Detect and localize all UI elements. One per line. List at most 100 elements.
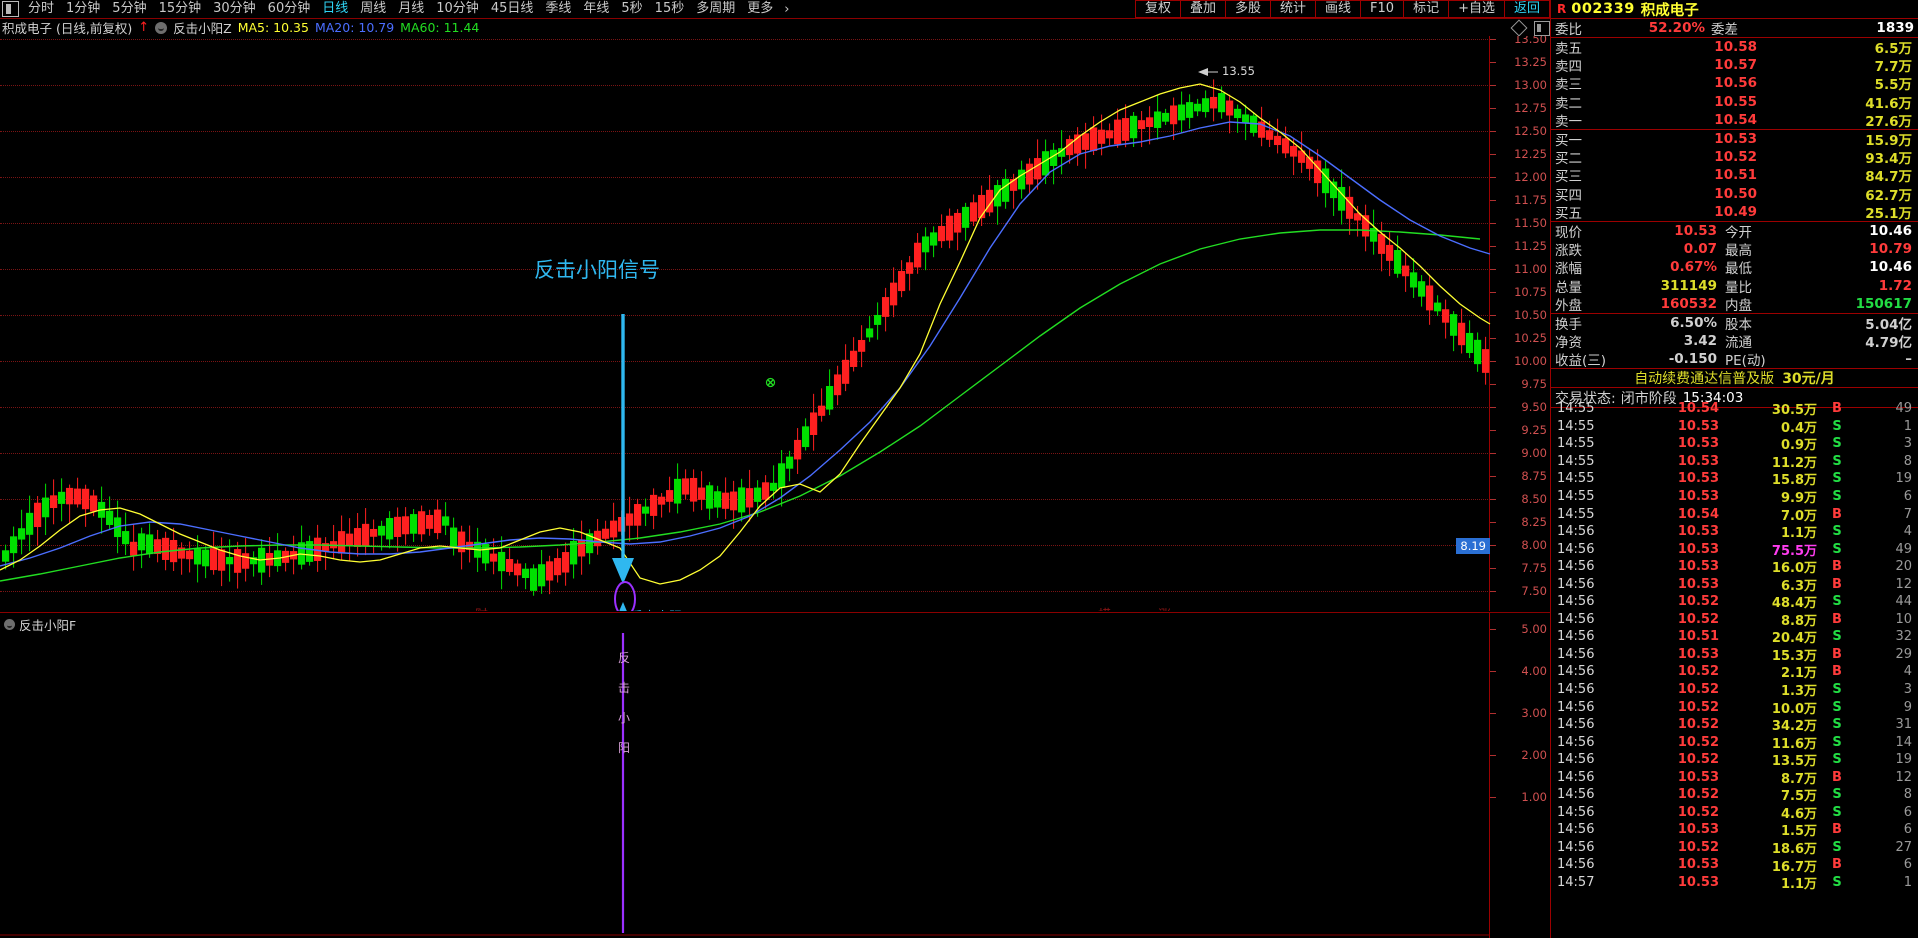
- tick-volume: 7.5万: [1780, 789, 1817, 805]
- tick-row[interactable]: 14:56 10.53 8.7万 B 12: [1551, 768, 1918, 787]
- buy-order-row-5[interactable]: 买五 10.49 25.1万: [1551, 203, 1918, 222]
- sell-order-row-4[interactable]: 卖四 10.57 7.7万: [1551, 56, 1918, 75]
- tick-count: 32: [1895, 629, 1912, 645]
- add-watchlist-button[interactable]: +自选: [1448, 0, 1504, 18]
- tab-period-13[interactable]: 5秒: [621, 1, 643, 16]
- tab-period-2[interactable]: 5分钟: [112, 1, 147, 16]
- tab-period-1[interactable]: 1分钟: [66, 1, 101, 16]
- tick-volume: 15.3万: [1771, 648, 1817, 664]
- tick-row[interactable]: 14:56 10.53 1.1万 S 4: [1551, 523, 1918, 541]
- f10-button[interactable]: F10: [1360, 0, 1404, 18]
- tick-time: 14:56: [1557, 857, 1595, 873]
- buy-order-row-2[interactable]: 买二 10.52 93.4万: [1551, 148, 1918, 167]
- sub-indicator-chart[interactable]: 5.00 4.00 3.00 2.00 1.00 反 击 小 阳: [0, 612, 1550, 938]
- sub-indicator-name[interactable]: 反击小阳F: [19, 618, 77, 633]
- tick-row[interactable]: 14:56 10.52 2.1万 B 4: [1551, 663, 1918, 681]
- duogu-button[interactable]: 多股: [1224, 0, 1270, 18]
- tick-time: 14:56: [1557, 734, 1595, 750]
- indicator-circle-icon[interactable]: [155, 21, 168, 34]
- tick-row[interactable]: 14:56 10.52 1.3万 S 3: [1551, 681, 1918, 699]
- tick-row[interactable]: 14:56 10.53 16.7万 B 6: [1551, 856, 1918, 874]
- tick-volume: 18.6万: [1771, 841, 1817, 857]
- tab-period-0[interactable]: 分时: [28, 1, 55, 16]
- tab-period-16-more[interactable]: 更多: [747, 1, 774, 16]
- tick-row[interactable]: 14:56 10.52 10.0万 S 9: [1551, 698, 1918, 717]
- sell-order-row-5[interactable]: 卖五 10.58 6.5万: [1551, 38, 1918, 58]
- tab-period-14[interactable]: 15秒: [654, 1, 685, 16]
- buy-5-label: 买五: [1555, 205, 1582, 222]
- tab-period-3[interactable]: 15分钟: [158, 1, 202, 16]
- buy-1-volume: 15.9万: [1865, 133, 1912, 150]
- sell-5-volume: 6.5万: [1874, 41, 1912, 58]
- buy-order-row-4[interactable]: 买四 10.50 62.7万: [1551, 185, 1918, 204]
- subscription-ad-banner[interactable]: 自动续费通达信普及版 30元/月: [1551, 368, 1918, 389]
- tick-row[interactable]: 14:56 10.52 48.4万 S 44: [1551, 593, 1918, 611]
- axis-tick-19: 8.75: [1521, 469, 1547, 483]
- tick-row[interactable]: 14:56 10.52 4.6万 S 6: [1551, 804, 1918, 822]
- tick-time: 14:55: [1557, 489, 1595, 504]
- sub-indicator-icon[interactable]: [4, 619, 15, 630]
- tick-row[interactable]: 14:56 10.53 15.3万 B 29: [1551, 646, 1918, 664]
- tick-volume: 16.7万: [1771, 859, 1817, 875]
- back-button[interactable]: 返回: [1503, 0, 1550, 18]
- tab-period-12[interactable]: 年线: [583, 1, 610, 16]
- buy-order-row-3[interactable]: 买三 10.51 84.7万: [1551, 166, 1918, 185]
- tick-row[interactable]: 14:56 10.53 75.5万 S 49: [1551, 540, 1918, 559]
- sell-order-row-2[interactable]: 卖二 10.55 41.6万: [1551, 93, 1918, 112]
- tab-period-6-selected[interactable]: 日线: [322, 1, 349, 16]
- tick-row[interactable]: 14:55 10.53 0.4万 S 1: [1551, 418, 1918, 436]
- sub-chart-overlay: [0, 633, 1490, 936]
- tick-row[interactable]: 14:56 10.52 8.8万 B 10: [1551, 611, 1918, 629]
- tab-period-8[interactable]: 月线: [398, 1, 425, 16]
- tick-row[interactable]: 14:56 10.52 11.6万 S 14: [1551, 733, 1918, 752]
- tick-row[interactable]: 14:55 10.53 0.9万 S 3: [1551, 435, 1918, 453]
- high-price-label: 13.55: [1222, 64, 1255, 78]
- tick-volume: 20.4万: [1771, 631, 1817, 647]
- tick-row[interactable]: 14:56 10.52 34.2万 S 31: [1551, 716, 1918, 734]
- tick-row[interactable]: 14:56 10.52 7.5万 S 8: [1551, 786, 1918, 804]
- split-panel-icon[interactable]: [1534, 20, 1550, 36]
- tab-period-10[interactable]: 45日线: [490, 1, 534, 16]
- tab-period-15[interactable]: 多周期: [696, 1, 736, 16]
- sell-order-row-3[interactable]: 卖三 10.56 5.5万: [1551, 74, 1918, 93]
- fuquan-button[interactable]: 复权: [1134, 0, 1180, 18]
- main-candlestick-chart[interactable]: 13.50 13.25 13.00 12.75 12.50 12.25 12.0…: [0, 36, 1550, 611]
- tick-side: S: [1832, 418, 1842, 434]
- tick-row[interactable]: 14:56 10.53 16.0万 B 20: [1551, 558, 1918, 576]
- tick-volume: 8.8万: [1780, 613, 1817, 629]
- tick-row[interactable]: 14:55 10.54 30.5万 B 49: [1551, 400, 1918, 418]
- tick-row[interactable]: 14:56 10.51 20.4万 S 32: [1551, 628, 1918, 646]
- tick-row[interactable]: 14:55 10.53 11.2万 S 8: [1551, 453, 1918, 471]
- buy-order-row-1[interactable]: 买一 10.53 15.9万: [1551, 130, 1918, 150]
- tick-time: 14:56: [1557, 576, 1595, 592]
- tab-period-4[interactable]: 30分钟: [213, 1, 256, 16]
- tick-row[interactable]: 14:56 10.53 6.3万 B 12: [1551, 575, 1918, 594]
- stat-key-change: 涨跌: [1555, 243, 1582, 260]
- tab-period-5[interactable]: 60分钟: [267, 1, 311, 16]
- tick-count: 20: [1895, 559, 1912, 575]
- stat-val-turnover: 6.50%: [1670, 314, 1717, 331]
- tab-period-11[interactable]: 季线: [545, 1, 572, 16]
- tick-trade-list[interactable]: 14:55 10.54 30.5万 B 49 14:55 10.53 0.4万 S 1 14:55 1…: [1551, 400, 1918, 938]
- panel-toggle-icon[interactable]: [2, 1, 19, 17]
- tick-row[interactable]: 14:56 10.52 18.6万 S 27: [1551, 839, 1918, 857]
- tab-period-7[interactable]: 周线: [360, 1, 387, 16]
- tick-row[interactable]: 14:56 10.52 13.5万 S 19: [1551, 751, 1918, 769]
- biaoji-button[interactable]: 标记: [1403, 0, 1449, 18]
- tick-row[interactable]: 14:57 10.53 1.1万 S 1: [1551, 874, 1918, 892]
- tick-time: 14:55: [1557, 471, 1595, 487]
- chevron-right-icon[interactable]: ›: [784, 1, 790, 17]
- tick-row[interactable]: 14:55 10.53 15.8万 S 19: [1551, 470, 1918, 488]
- diejia-button[interactable]: 叠加: [1179, 0, 1225, 18]
- tongji-button[interactable]: 统计: [1270, 0, 1316, 18]
- tick-row[interactable]: 14:55 10.53 9.9万 S 6: [1551, 488, 1918, 506]
- tick-row[interactable]: 14:55 10.54 7.0万 B 7: [1551, 505, 1918, 524]
- chart-window-controls[interactable]: [1468, 19, 1550, 37]
- tick-count: 8: [1903, 787, 1912, 803]
- sell-order-row-1[interactable]: 卖一 10.54 27.6万: [1551, 111, 1918, 130]
- tab-period-9[interactable]: 10分钟: [436, 1, 479, 16]
- huaxian-button[interactable]: 画线: [1315, 0, 1361, 18]
- diamond-icon[interactable]: [1510, 19, 1528, 37]
- tick-row[interactable]: 14:56 10.53 1.5万 B 6: [1551, 821, 1918, 839]
- indicator-name[interactable]: 反击小阳Z: [173, 21, 232, 36]
